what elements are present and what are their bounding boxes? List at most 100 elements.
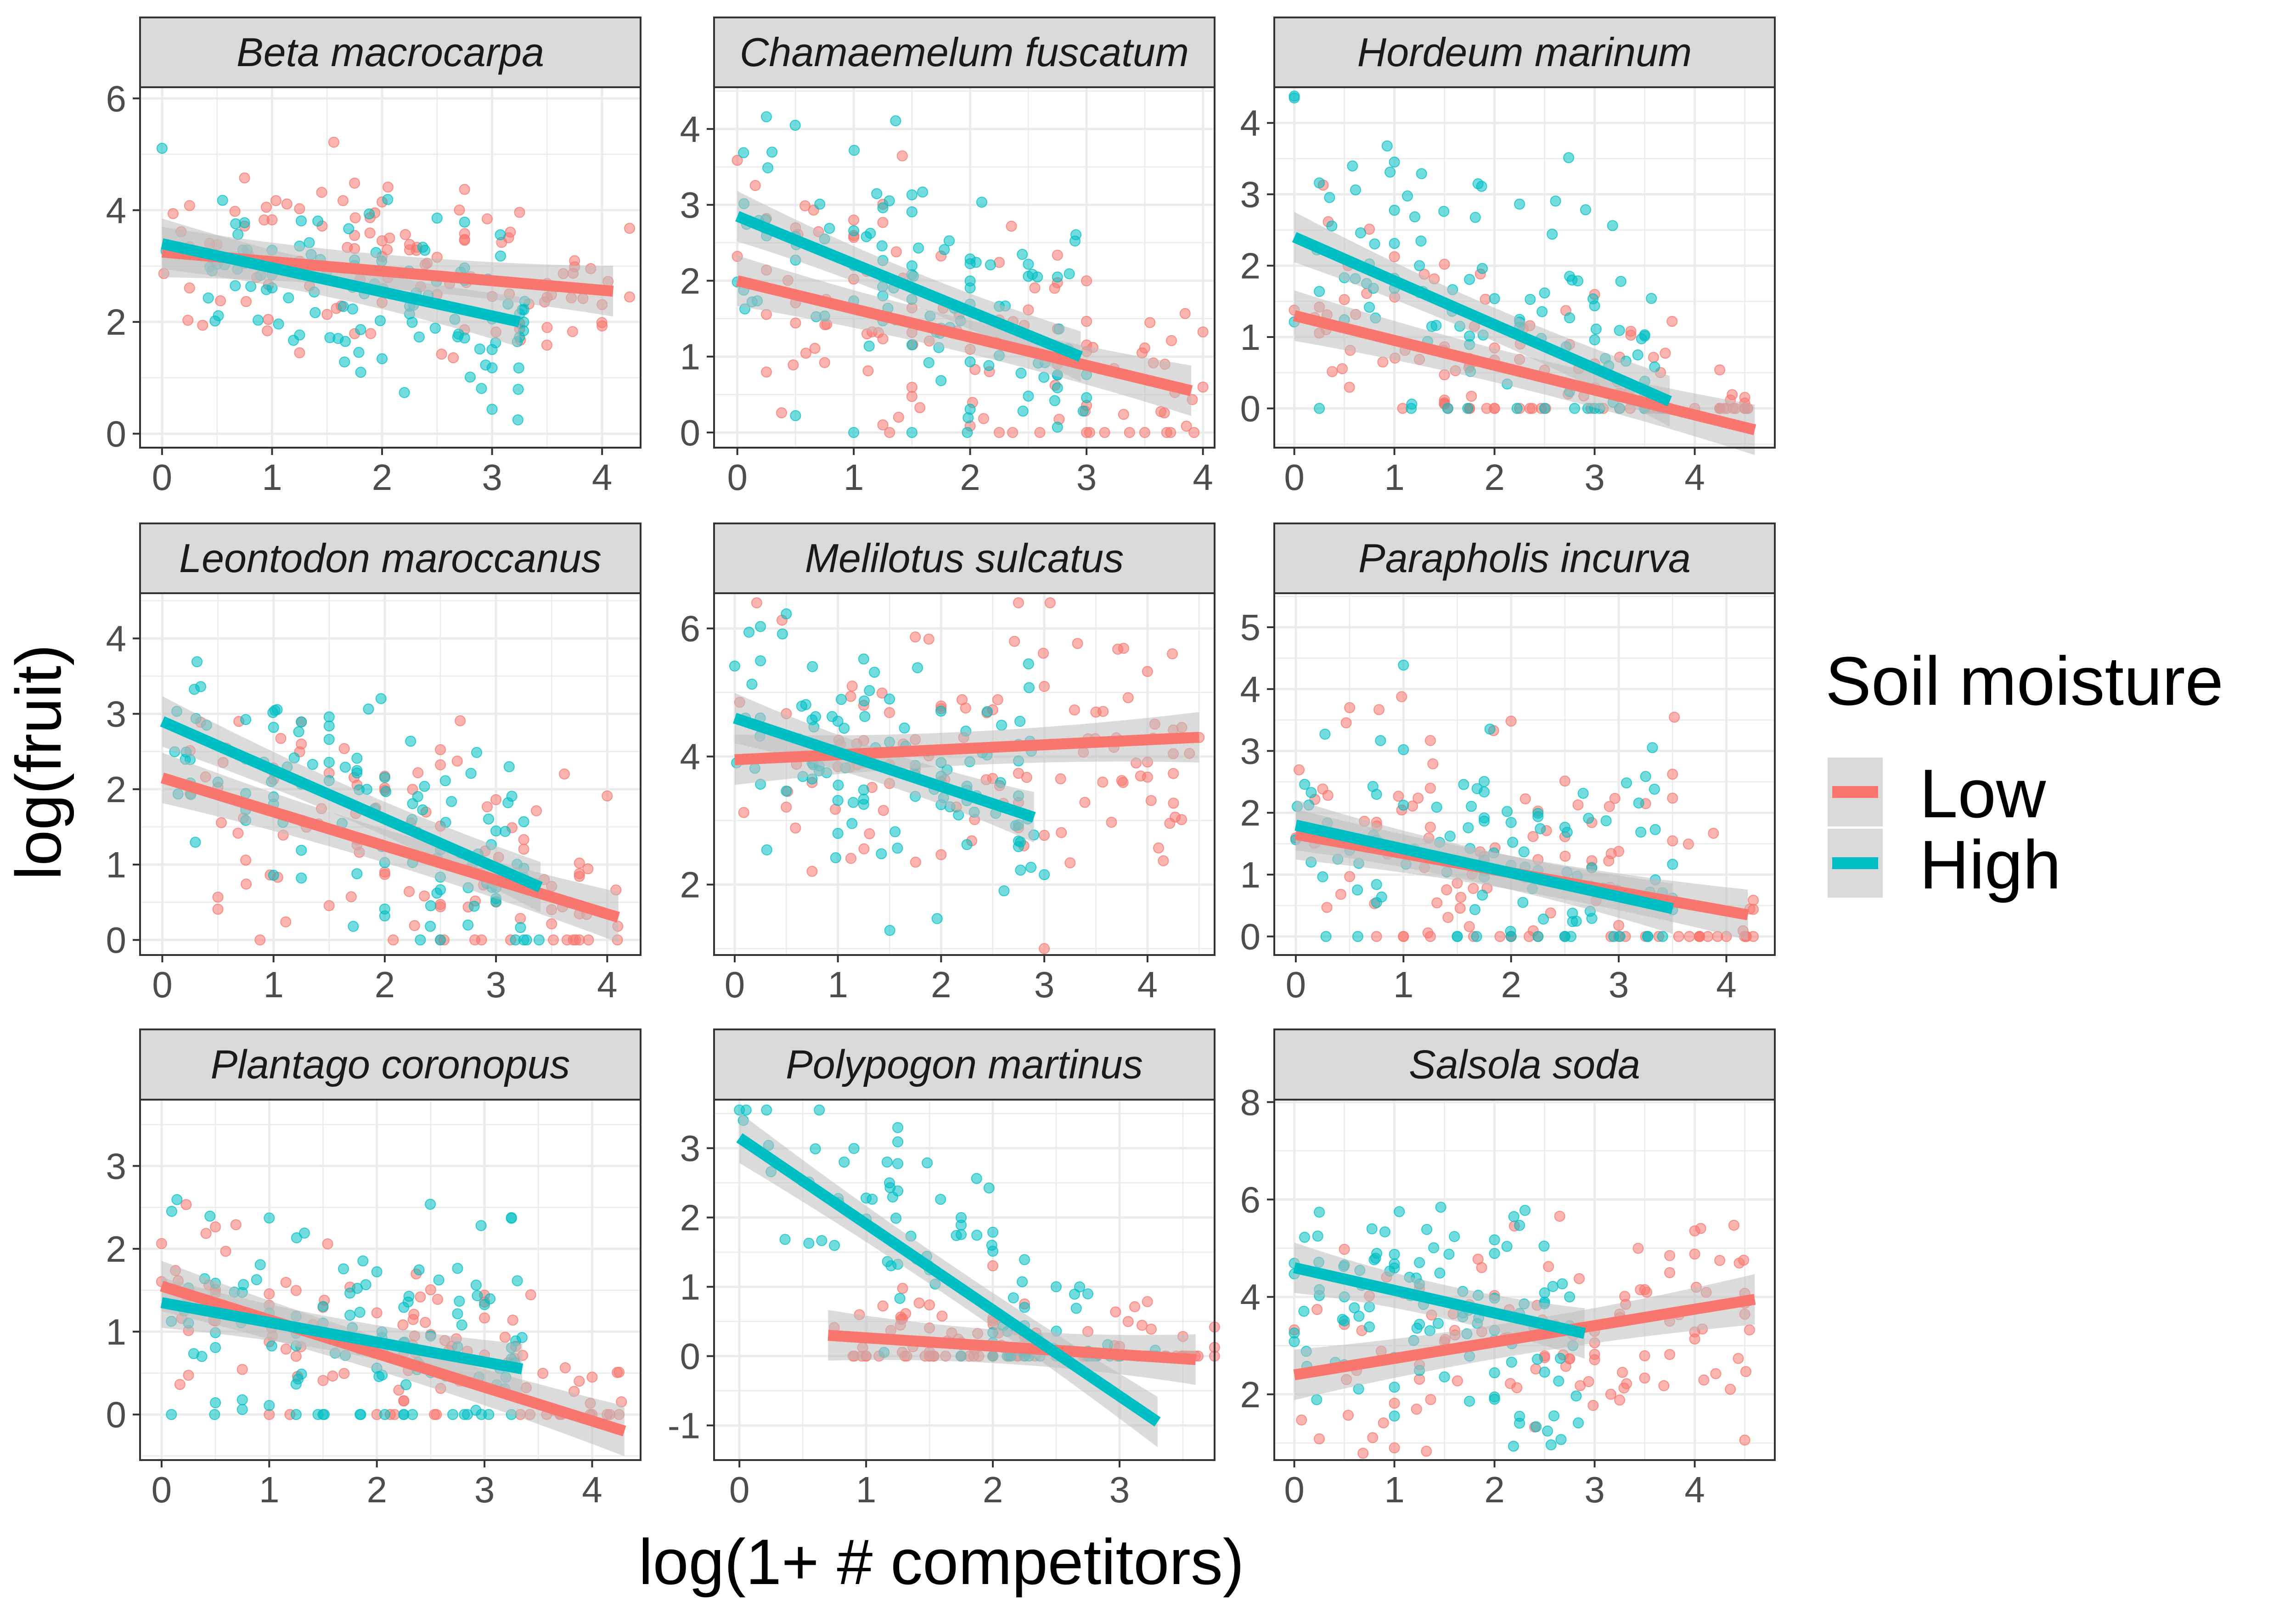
data-point-low bbox=[1081, 275, 1092, 287]
data-point-high bbox=[296, 872, 307, 884]
data-point-high bbox=[515, 922, 526, 933]
legend-label-high: High bbox=[1919, 826, 2061, 903]
data-point-high bbox=[913, 242, 924, 254]
data-point-low bbox=[910, 631, 921, 643]
data-point-low bbox=[1064, 857, 1076, 869]
data-point-low bbox=[398, 1395, 410, 1406]
data-point-high bbox=[761, 844, 772, 856]
x-tick-label: 1 bbox=[1393, 964, 1414, 1005]
data-point-high bbox=[1590, 323, 1602, 335]
panel-strip-hordeum-marinum bbox=[1273, 17, 1776, 88]
data-point-high bbox=[848, 225, 860, 236]
data-point-high bbox=[1064, 268, 1075, 280]
data-point-high bbox=[344, 1309, 356, 1321]
data-point-low bbox=[1739, 1434, 1750, 1446]
data-point-high bbox=[781, 608, 792, 620]
fit-line-high bbox=[1294, 820, 1674, 914]
x-tick-label: 3 bbox=[1584, 457, 1605, 498]
data-point-low bbox=[1039, 681, 1050, 692]
data-point-low bbox=[548, 934, 559, 946]
y-tick-label: 5 bbox=[1240, 607, 1261, 648]
data-point-high bbox=[332, 333, 344, 344]
data-point-low bbox=[845, 853, 857, 864]
legend-title: Soil moisture bbox=[1825, 642, 2223, 719]
data-point-high bbox=[245, 281, 257, 292]
data-point-high bbox=[343, 223, 355, 235]
data-point-low bbox=[1714, 1255, 1726, 1266]
data-point-low bbox=[1424, 931, 1436, 942]
panel-title-chamaemelum-fuscatum: Chamaemelum fuscatum bbox=[740, 29, 1189, 75]
data-point-low bbox=[749, 180, 761, 191]
data-point-high bbox=[433, 1274, 445, 1286]
data-point-high bbox=[1502, 806, 1513, 817]
y-tick-label: 2 bbox=[680, 260, 701, 301]
panel-title-parapholis-incurva: Parapholis incurva bbox=[1358, 535, 1691, 581]
y-tick-label: 4 bbox=[106, 618, 127, 659]
y-tick-label: 2 bbox=[106, 1229, 127, 1270]
legend-key-low bbox=[1828, 758, 1883, 826]
data-point-high bbox=[829, 1240, 840, 1251]
data-point-high bbox=[452, 331, 463, 343]
data-point-high bbox=[832, 828, 844, 839]
data-point-high bbox=[1416, 168, 1427, 180]
panel-strip-salsola-soda bbox=[1273, 1028, 1776, 1101]
data-point-low bbox=[987, 1260, 999, 1271]
data-point-high bbox=[1077, 405, 1089, 417]
y-tick-label: 4 bbox=[106, 190, 127, 231]
data-point-low bbox=[459, 234, 470, 245]
data-point-high bbox=[884, 195, 895, 207]
data-point-high bbox=[446, 796, 457, 807]
fit-line-low bbox=[1293, 310, 1756, 435]
data-point-low bbox=[1166, 335, 1177, 346]
data-point-high bbox=[483, 813, 495, 825]
fit-line-high bbox=[736, 1133, 1161, 1427]
data-point-high bbox=[1547, 1281, 1559, 1292]
data-point-low bbox=[296, 738, 307, 750]
data-point-high bbox=[1019, 1254, 1030, 1265]
data-point-high bbox=[1640, 771, 1651, 782]
data-point-high bbox=[1052, 271, 1063, 283]
data-point-high bbox=[156, 143, 168, 154]
data-point-high bbox=[976, 197, 988, 208]
data-point-high bbox=[1600, 815, 1612, 826]
data-point-high bbox=[268, 870, 279, 881]
x-tick-label: 4 bbox=[582, 1469, 602, 1510]
data-point-high bbox=[468, 900, 480, 912]
data-point-high bbox=[912, 662, 923, 674]
data-point-high bbox=[254, 1259, 266, 1270]
data-point-high bbox=[363, 703, 374, 715]
data-point-high bbox=[1587, 293, 1599, 304]
data-point-high bbox=[884, 693, 895, 705]
data-point-low bbox=[1110, 1306, 1121, 1318]
data-point-low bbox=[1122, 1316, 1134, 1327]
data-point-high bbox=[339, 356, 350, 368]
data-point-low bbox=[1635, 1284, 1646, 1296]
data-point-low bbox=[1038, 647, 1049, 659]
data-point-low bbox=[388, 934, 399, 946]
data-point-high bbox=[1555, 1434, 1567, 1445]
data-point-high bbox=[1615, 275, 1626, 287]
data-point-low bbox=[290, 1351, 302, 1362]
data-point-high bbox=[746, 679, 758, 690]
data-point-low bbox=[518, 834, 529, 845]
fit-line-high bbox=[733, 713, 1036, 823]
data-point-high bbox=[1632, 349, 1643, 361]
data-point-high bbox=[876, 240, 888, 252]
data-point-low bbox=[400, 229, 411, 240]
y-tick-label: 2 bbox=[1240, 1374, 1261, 1415]
data-point-high bbox=[323, 757, 335, 768]
data-point-high bbox=[1319, 728, 1331, 740]
data-point-high bbox=[518, 304, 529, 315]
data-point-low bbox=[499, 1332, 511, 1343]
data-point-low bbox=[846, 680, 858, 692]
data-point-low bbox=[280, 1343, 292, 1355]
data-point-high bbox=[1014, 715, 1026, 727]
data-point-high bbox=[472, 1290, 483, 1302]
data-point-high bbox=[405, 736, 416, 747]
data-point-high bbox=[425, 1198, 436, 1210]
data-point-low bbox=[294, 203, 305, 214]
data-point-low bbox=[425, 1284, 436, 1296]
data-point-high bbox=[1464, 274, 1475, 285]
y-tick-label: 1 bbox=[106, 844, 127, 885]
data-point-high bbox=[373, 1371, 385, 1382]
